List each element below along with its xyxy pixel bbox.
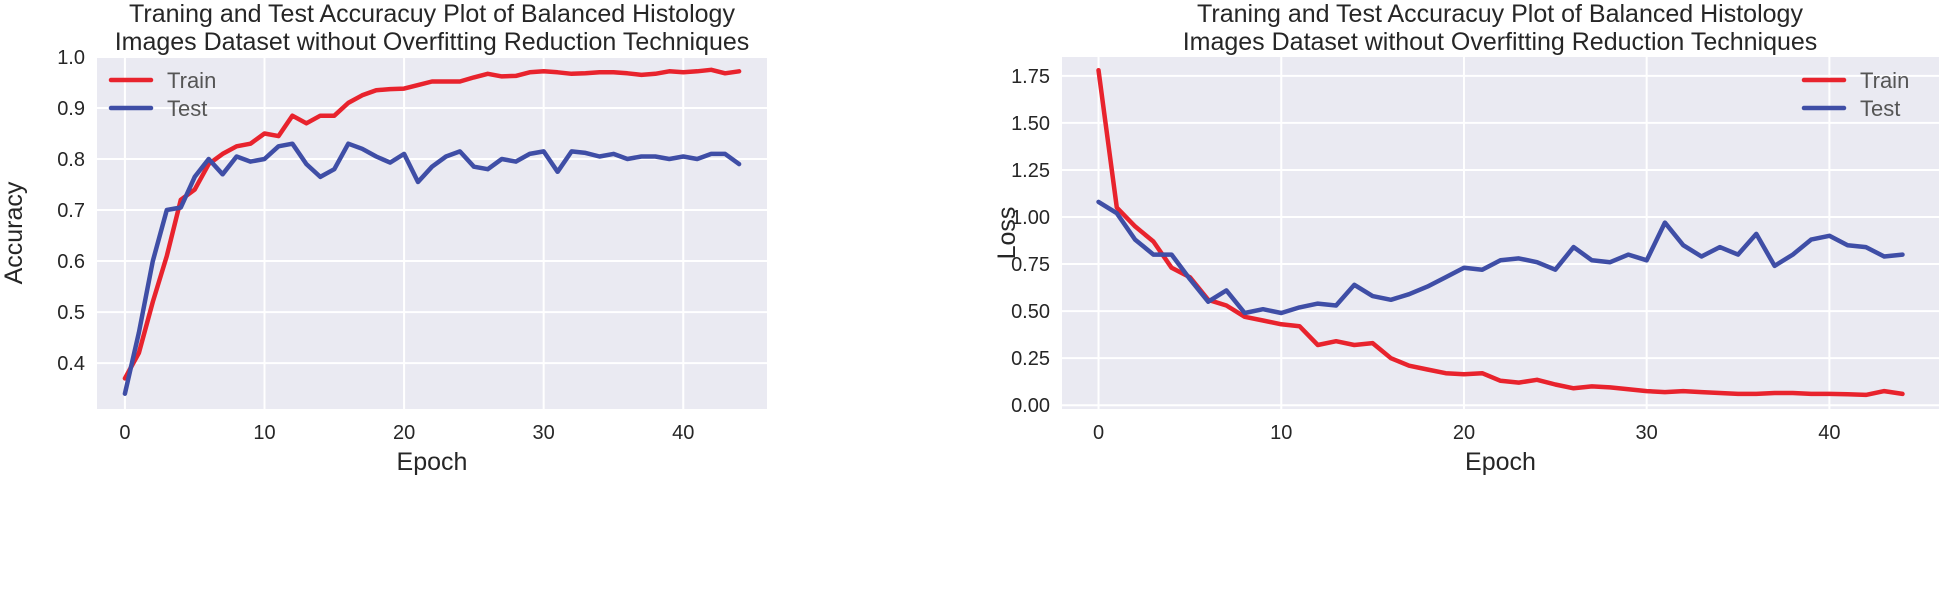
x-tick-label: 30 (1636, 422, 1658, 444)
series-line-train (122, 67, 742, 381)
x-tick-label: 10 (253, 422, 275, 444)
x-tick-label: 20 (393, 422, 415, 444)
legend-label-train: Train (1860, 68, 1909, 93)
x-axis-label: Epoch (397, 448, 468, 476)
y-tick-label: 0.9 (57, 98, 85, 120)
y-tick-label: 1.75 (1011, 66, 1050, 88)
accuracy-chart: 0 10 20 30 40 0.4 0.5 0.6 0.7 0.8 0.9 1.0 Traning an… (0, 0, 767, 476)
y-tick-label: 0.25 (1011, 348, 1050, 370)
legend-label-train: Train (167, 68, 216, 93)
y-tick-label: 0.75 (1011, 254, 1050, 276)
x-tick-label: 0 (119, 422, 130, 444)
legend-label-test: Test (1860, 96, 1900, 121)
series-line-test (1096, 199, 1905, 316)
y-tick-label: 0.8 (57, 149, 85, 171)
y-tick-label: 1.25 (1011, 160, 1050, 182)
y-axis-label: Accuracy (0, 181, 28, 284)
x-tick-label: 10 (1270, 422, 1292, 444)
y-tick-label: 0.6 (57, 251, 85, 273)
chart-title-line: Traning and Test Accuracuy Plot of Balan… (1197, 0, 1803, 28)
x-tick-label: 0 (1093, 422, 1104, 444)
y-tick-label: 0.7 (57, 200, 85, 222)
x-tick-label: 40 (1818, 422, 1840, 444)
loss-chart: 0 10 20 30 40 0.00 0.25 0.50 0.75 1.00 1.25 1.50 1.7… (993, 0, 1939, 476)
y-tick-label: 0.00 (1011, 395, 1050, 417)
series-line-test (122, 141, 742, 396)
legend-label-test: Test (167, 96, 207, 121)
y-tick-label: 1.50 (1011, 113, 1050, 135)
x-axis-label: Epoch (1465, 448, 1536, 476)
y-tick-label: 1.00 (1011, 207, 1050, 229)
y-tick-label: 0.5 (57, 302, 85, 324)
series-line-train (1096, 67, 1905, 398)
x-tick-label: 20 (1453, 422, 1475, 444)
plot-area (97, 57, 767, 409)
chart-title-line: Traning and Test Accuracuy Plot of Balan… (129, 0, 735, 28)
chart-title-line: Images Dataset without Overfitting Reduc… (115, 28, 750, 56)
y-tick-label: 0.50 (1011, 301, 1050, 323)
y-axis-label: Loss (993, 207, 1021, 260)
x-tick-label: 30 (533, 422, 555, 444)
x-tick-label: 40 (672, 422, 694, 444)
y-tick-label: 1.0 (57, 47, 85, 69)
chart-title-line: Images Dataset without Overfitting Reduc… (1183, 28, 1818, 56)
y-tick-label: 0.4 (57, 353, 85, 375)
plot-area (1062, 57, 1939, 409)
